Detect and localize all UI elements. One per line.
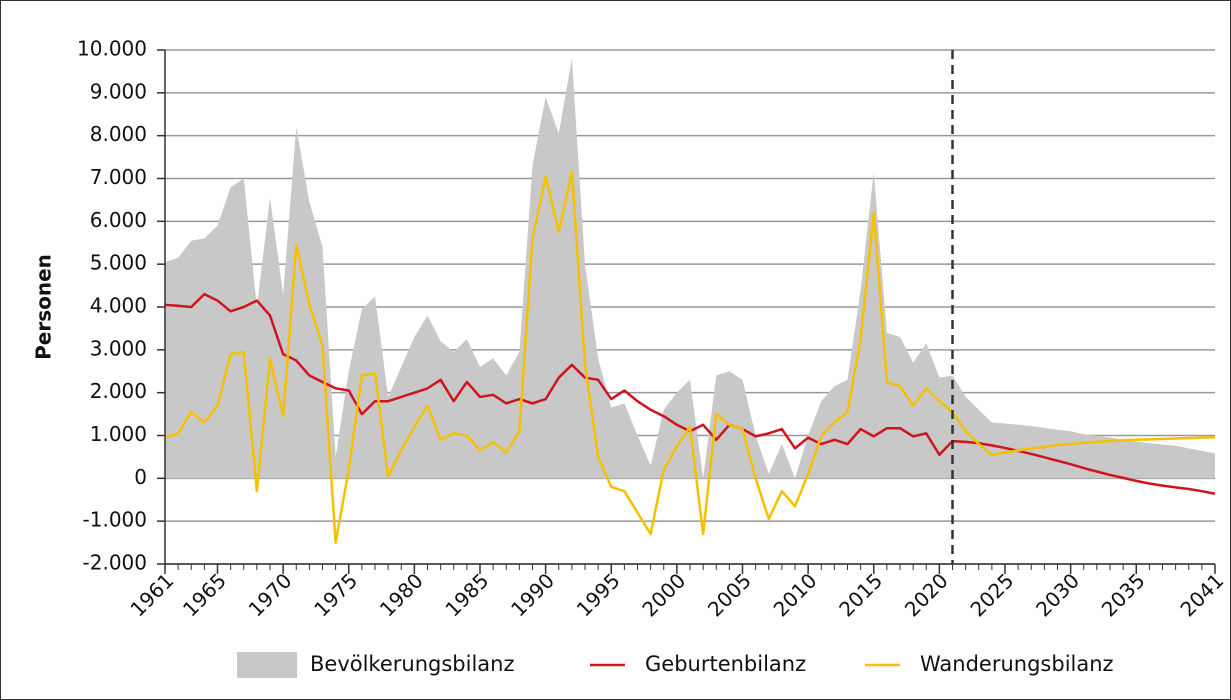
y-tick-label: 6.000 <box>90 208 147 232</box>
legend-label: Wanderungsbilanz <box>920 652 1114 676</box>
area <box>165 58 1215 479</box>
y-tick-label: 7.000 <box>90 165 147 189</box>
y-tick-label: 4.000 <box>90 294 147 318</box>
legend-label: Geburtenbilanz <box>645 652 806 676</box>
legend-label: Bevölkerungsbilanz <box>310 652 515 676</box>
y-axis-label: Personen <box>32 254 56 360</box>
y-tick-label: 3.000 <box>90 336 147 360</box>
y-tick-label: 10.000 <box>77 37 147 61</box>
y-tick-label: 5.000 <box>90 251 147 275</box>
y-tick-label: -2.000 <box>83 551 147 575</box>
y-tick-label: -1.000 <box>83 508 147 532</box>
y-tick-label: 0 <box>134 465 147 489</box>
legend-swatch <box>237 652 297 678</box>
line <box>164 170 1216 544</box>
y-tick-label: 2.000 <box>90 379 147 403</box>
y-tick-label: 8.000 <box>90 122 147 146</box>
y-tick-label: 9.000 <box>90 79 147 103</box>
y-tick-label: 1.000 <box>90 422 147 446</box>
